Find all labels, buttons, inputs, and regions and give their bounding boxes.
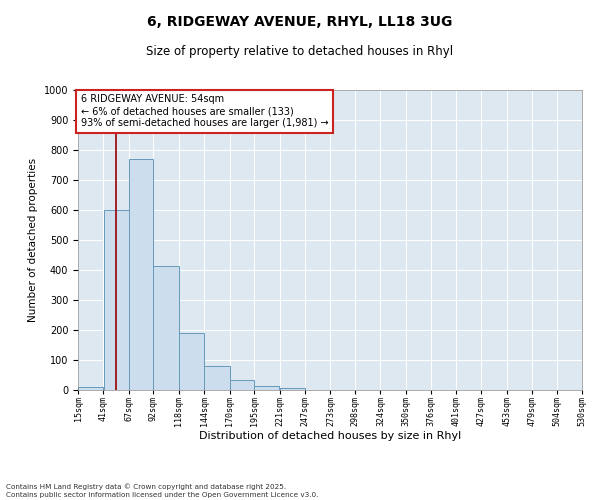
- Bar: [129, 159, 153, 390]
- Text: Contains HM Land Registry data © Crown copyright and database right 2025.
Contai: Contains HM Land Registry data © Crown c…: [6, 484, 319, 498]
- Text: Size of property relative to detached houses in Rhyl: Size of property relative to detached ho…: [146, 45, 454, 58]
- Bar: [104, 210, 129, 390]
- Bar: [154, 266, 179, 390]
- Text: 6, RIDGEWAY AVENUE, RHYL, LL18 3UG: 6, RIDGEWAY AVENUE, RHYL, LL18 3UG: [148, 15, 452, 29]
- Bar: [78, 387, 103, 390]
- Y-axis label: Number of detached properties: Number of detached properties: [28, 158, 38, 322]
- Bar: [230, 380, 254, 390]
- Text: 6 RIDGEWAY AVENUE: 54sqm
← 6% of detached houses are smaller (133)
93% of semi-d: 6 RIDGEWAY AVENUE: 54sqm ← 6% of detache…: [80, 94, 328, 128]
- Bar: [280, 388, 305, 390]
- Bar: [205, 366, 230, 390]
- X-axis label: Distribution of detached houses by size in Rhyl: Distribution of detached houses by size …: [199, 431, 461, 441]
- Bar: [254, 386, 280, 390]
- Bar: [179, 333, 204, 390]
